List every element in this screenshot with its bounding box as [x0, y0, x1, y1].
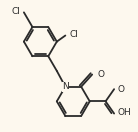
Text: OH: OH — [118, 108, 132, 117]
Text: O: O — [118, 85, 125, 94]
Text: O: O — [97, 70, 104, 79]
Text: Cl: Cl — [69, 30, 78, 39]
Text: N: N — [62, 82, 69, 91]
Text: Cl: Cl — [11, 7, 20, 16]
